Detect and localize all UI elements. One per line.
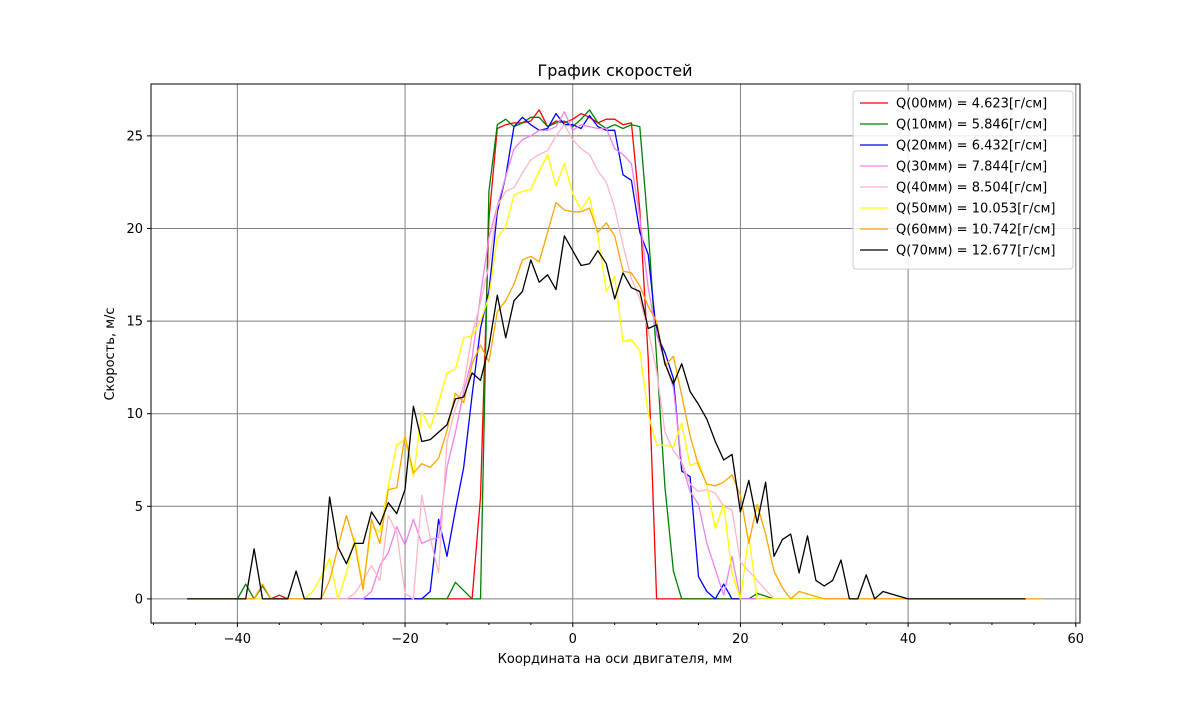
x-tick-label: 60 xyxy=(1068,632,1085,647)
series-line-4 xyxy=(187,124,1026,600)
x-tick-label: 0 xyxy=(569,632,577,647)
legend-label-5: Q(50мм) = 10.053[г/см] xyxy=(896,202,1056,217)
legend-label-0: Q(00мм) = 4.623[г/см] xyxy=(896,97,1047,112)
y-tick-label: 15 xyxy=(126,315,143,330)
x-axis-label: Координата на оси двигателя, мм xyxy=(498,652,733,667)
series-line-6 xyxy=(187,201,1043,600)
x-tick-label: 20 xyxy=(732,632,749,647)
legend-label-6: Q(60мм) = 10.742[г/см] xyxy=(896,223,1056,238)
y-tick-label: 0 xyxy=(135,592,143,607)
series-line-2 xyxy=(187,112,1026,600)
legend: Q(00мм) = 4.623[г/см] Q(10мм) = 5.846[г/с… xyxy=(852,90,1074,270)
plot-frame xyxy=(150,83,1081,624)
legend-label-2: Q(20мм) = 6.432[г/см] xyxy=(896,139,1047,154)
series-line-3 xyxy=(187,111,1026,600)
legend-label-1: Q(10мм) = 5.846[г/см] xyxy=(896,118,1047,133)
legend-label-7: Q(70мм) = 12.677[г/см] xyxy=(896,244,1056,259)
tick-layer: −40 −20 0 20 40 60 0 5 10 15 20 25 xyxy=(126,129,1084,647)
x-tick-label: −40 xyxy=(224,632,251,647)
series-line-5 xyxy=(187,153,1026,600)
legend-label-3: Q(30мм) = 7.844[г/см] xyxy=(896,160,1047,175)
y-axis-label: Скорость, м/с xyxy=(103,307,118,400)
y-tick-label: 20 xyxy=(126,222,143,237)
y-tick-label: 10 xyxy=(126,407,143,422)
series-line-7 xyxy=(187,235,1026,600)
series-layer xyxy=(187,109,1043,600)
x-tick-label: −20 xyxy=(391,632,418,647)
chart-title: График скоростей xyxy=(537,61,692,80)
legend-label-4: Q(40мм) = 8.504[г/см] xyxy=(896,181,1047,196)
x-tick-label: 40 xyxy=(900,632,917,647)
y-tick-label: 5 xyxy=(135,500,143,515)
y-tick-label: 25 xyxy=(126,129,143,144)
legend-box xyxy=(852,90,1074,270)
